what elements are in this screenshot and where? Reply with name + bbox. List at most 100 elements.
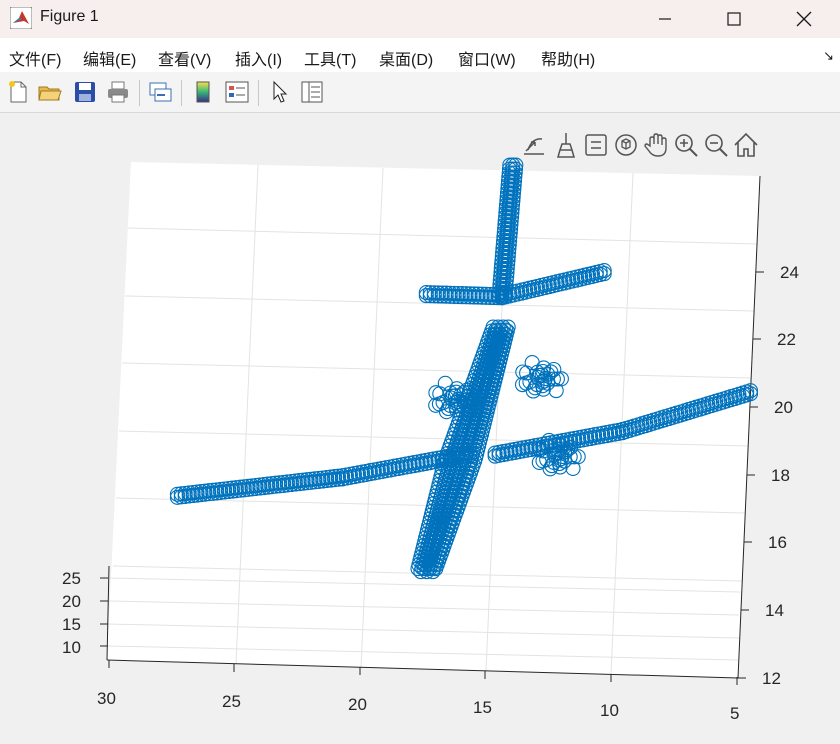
pan-icon[interactable] (642, 130, 670, 160)
scatter-point (462, 289, 478, 305)
z-tick-label: 24 (780, 263, 799, 282)
scatter-point (283, 476, 299, 493)
scatter-point (500, 319, 516, 335)
scatter-point (213, 484, 229, 500)
scatter-point (197, 483, 213, 499)
export-icon[interactable] (520, 130, 548, 160)
scatter-point (503, 181, 519, 197)
link-plot-icon[interactable] (147, 79, 173, 105)
x-tick-labels: 30 25 20 15 10 5 (97, 689, 739, 723)
scatter-point (504, 165, 520, 181)
scatter-point (493, 322, 509, 338)
scatter-point (256, 477, 272, 493)
scatter-point (474, 286, 490, 302)
print-icon[interactable] (105, 79, 131, 105)
scatter-point (503, 177, 519, 193)
scatter-point (205, 485, 221, 501)
close-button[interactable] (781, 0, 827, 38)
scatter-point (446, 285, 462, 301)
home-icon[interactable] (732, 130, 760, 160)
scatter-point (501, 209, 517, 225)
scatter-point (228, 480, 244, 496)
scatter-point (565, 460, 581, 476)
z-tick-label: 18 (771, 466, 790, 485)
toolbar-separator (258, 80, 259, 106)
property-inspector-icon[interactable] (299, 79, 325, 105)
open-file-icon[interactable] (37, 79, 63, 105)
scatter-point (209, 482, 225, 498)
scatter-point (458, 289, 474, 305)
data-tips-icon[interactable] (582, 130, 610, 160)
scatter-point (283, 473, 299, 490)
scatter-point (495, 280, 511, 296)
pointer-icon[interactable] (267, 79, 293, 105)
scatter-point (268, 478, 284, 494)
scatter-point (426, 285, 442, 301)
scatter-point (501, 197, 518, 213)
dock-figure-icon[interactable]: ↘ (823, 48, 834, 63)
scatter-point (275, 474, 292, 490)
scatter-point (185, 487, 201, 504)
scatter-point (540, 366, 556, 382)
scatter-point (500, 217, 516, 233)
toolbar-separator (181, 80, 182, 106)
scatter-point (264, 476, 280, 492)
menu-edit[interactable]: 编辑(E) (83, 52, 137, 69)
menu-file[interactable]: 文件(F) (9, 52, 62, 69)
menu-view[interactable]: 查看(V) (158, 52, 212, 69)
scatter-point (545, 371, 561, 387)
menu-help[interactable]: 帮助(H) (541, 52, 596, 69)
maximize-button[interactable] (711, 0, 757, 38)
zoom-out-icon[interactable] (702, 130, 730, 160)
scatter-point (319, 472, 335, 489)
scatter-point (500, 213, 516, 229)
z-tick-label: 22 (777, 330, 796, 349)
x-tick-label: 15 (473, 698, 492, 717)
scatter-point (291, 473, 307, 489)
scatter-point (504, 161, 521, 177)
zoom-in-icon[interactable] (672, 130, 700, 160)
colorbar-icon[interactable] (190, 79, 216, 105)
menu-window[interactable]: 窗口(W) (458, 52, 516, 69)
scatter-point (534, 367, 550, 383)
y-tick-label: 20 (62, 592, 81, 611)
legend-icon[interactable] (224, 79, 250, 105)
scatter-point (311, 470, 327, 486)
save-icon[interactable] (72, 79, 98, 105)
scatter-point (426, 288, 442, 304)
scatter-point (201, 486, 217, 502)
scatter-point (485, 319, 501, 335)
scatter-point (495, 319, 511, 335)
scatter-point (474, 289, 490, 305)
brush-icon[interactable] (552, 130, 580, 160)
scatter-point (248, 477, 264, 493)
scatter-point (450, 285, 466, 302)
rotate-3d-icon[interactable] (612, 130, 640, 160)
scatter-point (596, 263, 612, 279)
y-tick-label: 10 (62, 638, 81, 657)
minimize-button[interactable] (642, 0, 688, 38)
x-tick-label: 20 (348, 695, 367, 714)
menu-tools[interactable]: 工具(T) (304, 52, 357, 69)
scatter-point (447, 388, 463, 404)
menu-insert[interactable]: 插入(I) (235, 52, 283, 69)
scatter-point (478, 289, 494, 305)
scatter-point (496, 268, 512, 284)
scatter-point (307, 471, 323, 487)
scatter-point (205, 482, 221, 498)
scatter-point (264, 479, 280, 495)
scatter-point (501, 205, 517, 221)
new-figure-icon[interactable] (5, 79, 31, 105)
scatter-point (496, 264, 512, 280)
scatter-point (272, 475, 288, 491)
x-tick-marks (108, 660, 738, 685)
scatter-point (240, 481, 256, 497)
scatter-point (181, 485, 197, 501)
scatter-point (248, 480, 264, 496)
scatter-point (498, 237, 514, 253)
figure-toolbar (0, 72, 840, 113)
menu-desktop[interactable]: 桌面(D) (379, 52, 434, 69)
scatter-point (430, 285, 446, 301)
scatter-point (279, 477, 295, 493)
